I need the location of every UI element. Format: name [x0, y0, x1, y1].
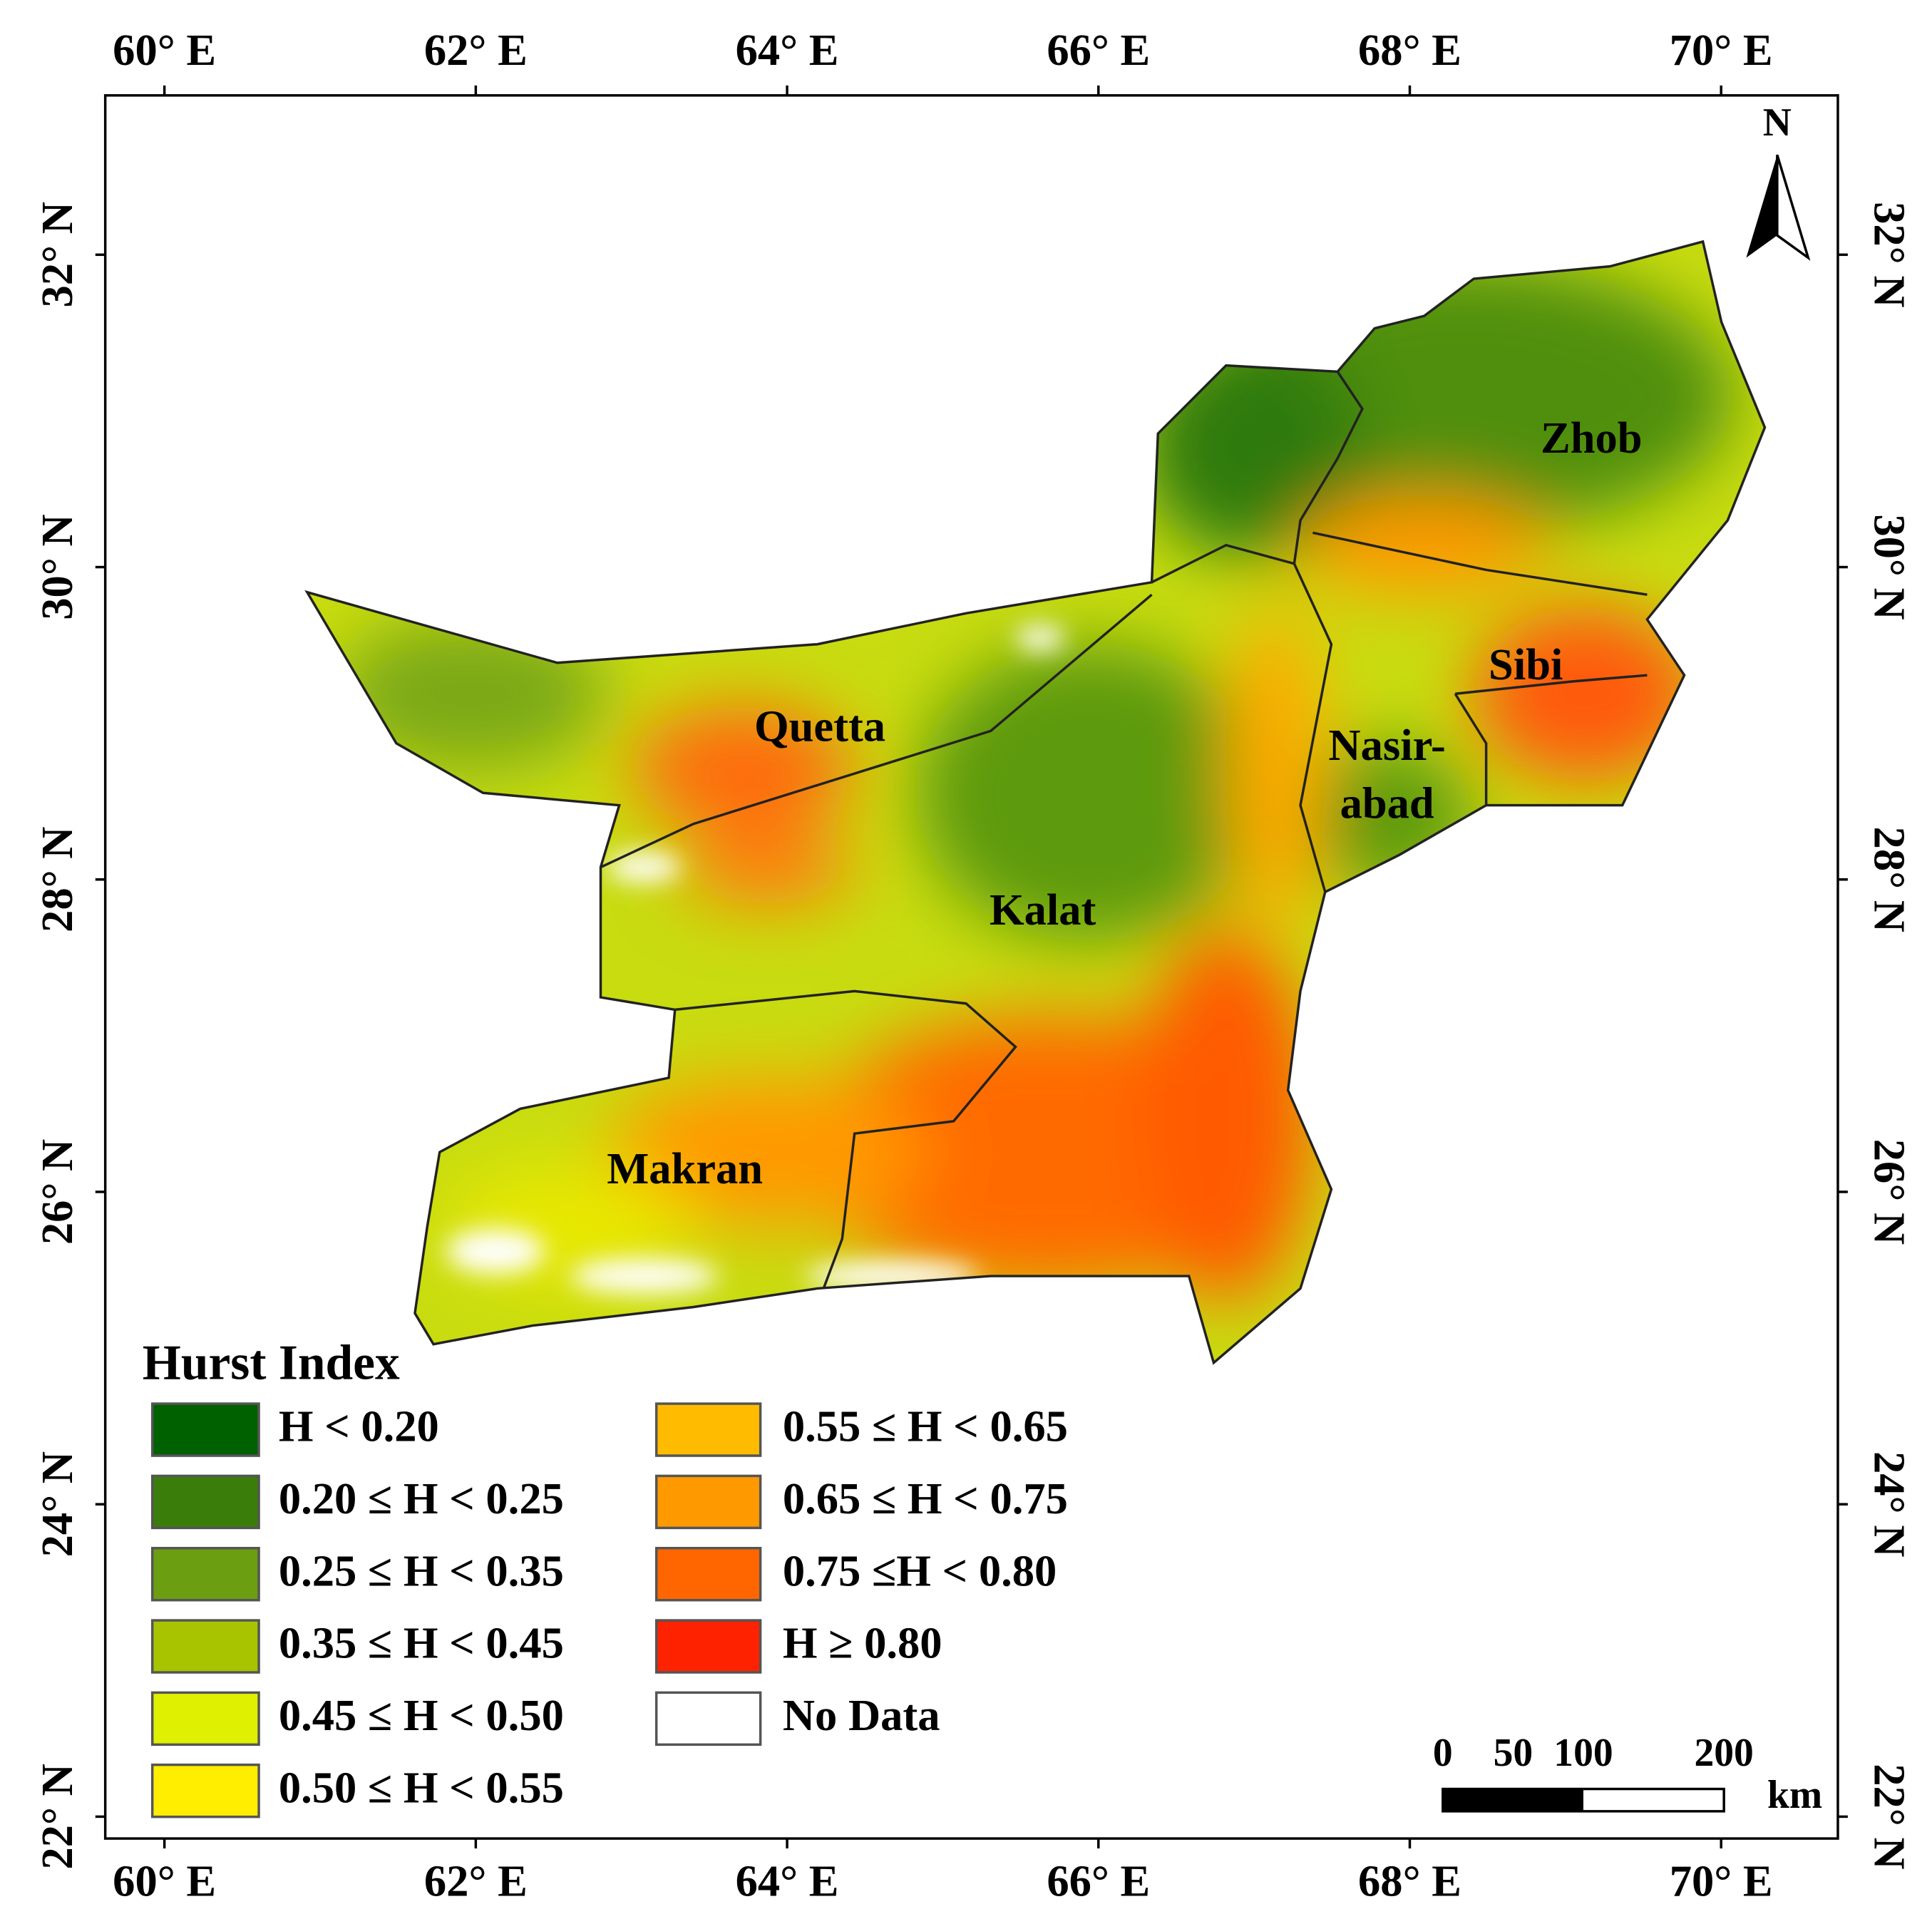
x-tick-label-top: 62° E: [424, 25, 528, 75]
legend-label: 0.75 ≤H < 0.80: [783, 1545, 1057, 1595]
legend-title: Hurst Index: [143, 1336, 400, 1391]
region-label: abad: [1340, 778, 1434, 828]
region-label: Nasir-: [1328, 720, 1445, 770]
region-label: Zhob: [1541, 413, 1643, 463]
legend-label: 0.65 ≤ H < 0.75: [783, 1473, 1068, 1523]
region-label: Makran: [607, 1143, 763, 1193]
x-tick-label-bottom: 68° E: [1358, 1856, 1461, 1905]
legend-swatch: [150, 1474, 260, 1530]
x-tick-label-top: 70° E: [1670, 25, 1773, 75]
region-label: Kalat: [990, 885, 1096, 935]
scale-label: 100: [1553, 1731, 1613, 1775]
y-tick-label-left: 24° N: [32, 1451, 82, 1557]
x-tick-label-top: 64° E: [736, 25, 839, 75]
scale-label: 0: [1433, 1731, 1453, 1775]
y-tick-label-right: 32° N: [1865, 202, 1915, 307]
legend-swatch: [654, 1402, 762, 1457]
legend-swatch: [654, 1546, 762, 1602]
x-tick-label-bottom: 62° E: [424, 1856, 528, 1905]
division-boundaries: [600, 371, 1648, 1290]
x-tick-label-bottom: 60° E: [113, 1856, 216, 1905]
legend-swatch: [150, 1691, 260, 1746]
region-label: Quetta: [754, 701, 885, 751]
legend-swatch: [654, 1619, 762, 1674]
region-label: Sibi: [1489, 639, 1563, 689]
y-tick-label-left: 26° N: [32, 1139, 82, 1245]
legend-label: 0.25 ≤ H < 0.35: [279, 1545, 564, 1595]
y-tick-label-right: 24° N: [1865, 1451, 1915, 1557]
y-tick-label-right: 26° N: [1865, 1139, 1915, 1245]
legend-label: No Data: [783, 1690, 940, 1740]
legend-swatch: [150, 1619, 260, 1674]
legend-swatch: [654, 1474, 762, 1530]
y-tick-label-right: 22° N: [1865, 1764, 1915, 1869]
legend-label: 0.55 ≤ H < 0.65: [783, 1401, 1068, 1451]
legend-label: 0.20 ≤ H < 0.25: [279, 1473, 564, 1523]
legend-label: 0.50 ≤ H < 0.55: [279, 1762, 564, 1812]
legend-label: 0.35 ≤ H < 0.45: [279, 1618, 564, 1668]
x-tick-label-top: 60° E: [113, 25, 216, 75]
scale-label: 50: [1494, 1731, 1533, 1775]
scale-label: 200: [1694, 1731, 1753, 1775]
x-tick-label-bottom: 64° E: [736, 1856, 839, 1905]
y-tick-label-right: 30° N: [1865, 514, 1915, 619]
map-frame: [103, 94, 1839, 1840]
y-tick-label-left: 32° N: [32, 202, 82, 307]
legend-label: H < 0.20: [279, 1401, 439, 1451]
x-tick-label-bottom: 70° E: [1670, 1856, 1773, 1905]
y-tick-label-left: 22° N: [32, 1764, 82, 1869]
legend-swatch: [150, 1763, 260, 1818]
x-tick-label-top: 68° E: [1358, 25, 1461, 75]
scale-unit: km: [1767, 1773, 1822, 1817]
x-tick-label-bottom: 66° E: [1047, 1856, 1150, 1905]
hurst-raster: [307, 241, 1765, 1363]
y-tick-label-left: 28° N: [32, 827, 82, 932]
scale-bar-filled: [1442, 1789, 1583, 1811]
legend-swatch: [150, 1546, 260, 1602]
north-label: N: [1763, 101, 1792, 145]
legend-swatch: [654, 1691, 762, 1746]
legend-swatch: [150, 1402, 260, 1457]
x-tick-label-top: 66° E: [1047, 25, 1150, 75]
legend-label: H ≥ 0.80: [783, 1618, 942, 1668]
y-tick-label-left: 30° N: [32, 514, 82, 619]
y-tick-label-right: 28° N: [1865, 827, 1915, 932]
north-arrow: [1746, 154, 1811, 261]
legend-label: 0.45 ≤ H < 0.50: [279, 1690, 564, 1740]
